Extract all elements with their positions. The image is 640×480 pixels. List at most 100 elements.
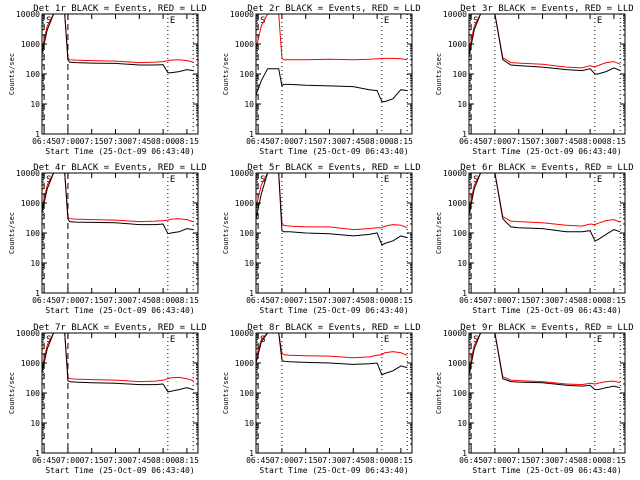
x-tick-label: 07:15 (507, 296, 531, 305)
marker-label-s: S (473, 175, 478, 185)
y-axis-label: Counts/sec (222, 212, 230, 254)
x-tick-label: 08:00 (365, 296, 389, 305)
y-tick-label: 1000 (448, 199, 467, 208)
x-tick-label: 06:45 (246, 137, 270, 146)
x-axis-label: Start Time (25-Oct-09 06:43:40) (45, 306, 194, 315)
marker-label-s: S (473, 335, 478, 345)
y-axis-label: Counts/sec (8, 53, 16, 95)
y-axis-label: Counts/sec (222, 372, 230, 414)
x-tick-label: 06:45 (459, 137, 483, 146)
x-tick-label: 08:00 (578, 137, 602, 146)
x-tick-label: 08:00 (151, 296, 175, 305)
y-tick-label: 10 (457, 259, 467, 268)
x-tick-label: 07:30 (103, 296, 127, 305)
x-tick-label: 07:30 (530, 137, 554, 146)
y-tick-label: 10 (457, 100, 467, 109)
y-tick-label: 100 (453, 389, 468, 398)
plot-frame (468, 332, 626, 454)
marker-label-e: E (597, 335, 602, 345)
y-tick-label: 1000 (448, 359, 467, 368)
x-tick-label: 08:15 (389, 456, 413, 465)
x-tick-label: 07:30 (530, 456, 554, 465)
marker-label-s: S (473, 16, 478, 26)
x-tick-label: 07:45 (127, 296, 151, 305)
marker-label-s: S (46, 16, 51, 26)
x-axis-label: Start Time (25-Oct-09 06:43:40) (45, 147, 194, 156)
y-tick-label: 1000 (448, 40, 467, 49)
y-tick-label: 100 (453, 229, 468, 238)
x-tick-label: 08:15 (602, 296, 626, 305)
y-tick-label: 1000 (21, 359, 40, 368)
detector-panel-7: S E 1 10 100 1000 10000 06:45 07:00 07:15 07:30 07:… (8, 323, 207, 475)
x-tick-label: 07:30 (530, 296, 554, 305)
x-axis-label: Start Time (25-Oct-09 06:43:40) (472, 147, 621, 156)
y-tick-label: 10 (30, 259, 40, 268)
plot-frame (255, 332, 413, 454)
detector-panel-3: S E 1 10 100 1000 10000 06:45 07:00 07:15 07:30 07:… (435, 4, 634, 156)
x-tick-label: 07:00 (56, 456, 80, 465)
x-tick-label: 07:45 (127, 137, 151, 146)
y-tick-label: 1000 (235, 199, 254, 208)
y-tick-label: 1000 (235, 40, 254, 49)
panel-title: Det 6r BLACK = Events, RED = LLD (460, 163, 633, 173)
x-tick-label: 07:00 (483, 296, 507, 305)
y-tick-label: 100 (240, 70, 255, 79)
panel-title: Det 8r BLACK = Events, RED = LLD (247, 323, 420, 333)
x-tick-label: 07:30 (317, 296, 341, 305)
x-tick-label: 07:15 (294, 296, 318, 305)
detector-panel-5: S E 1 10 100 1000 10000 06:45 07:00 07:15 07:30 07:… (222, 163, 421, 315)
x-axis-label: Start Time (25-Oct-09 06:43:40) (472, 466, 621, 475)
y-tick-label: 100 (240, 229, 255, 238)
x-tick-label: 08:00 (365, 456, 389, 465)
y-tick-label: 10 (244, 100, 254, 109)
x-axis-label: Start Time (25-Oct-09 06:43:40) (472, 306, 621, 315)
panel-title: Det 4r BLACK = Events, RED = LLD (33, 163, 206, 173)
x-tick-label: 07:45 (341, 137, 365, 146)
detector-panel-1: S E 1 10 100 1000 10000 06:45 07:00 07:15 07:30 07:… (8, 4, 207, 156)
plot-frame (41, 13, 199, 135)
x-tick-label: 07:15 (80, 296, 104, 305)
x-tick-label: 07:45 (341, 456, 365, 465)
y-tick-label: 100 (26, 229, 41, 238)
plot-frame (41, 172, 199, 294)
marker-label-s: S (260, 16, 265, 26)
x-tick-label: 07:00 (270, 456, 294, 465)
y-tick-label: 10000 (230, 169, 254, 178)
x-tick-label: 07:45 (127, 456, 151, 465)
x-tick-label: 06:45 (32, 296, 56, 305)
x-tick-label: 06:45 (459, 296, 483, 305)
x-axis-label: Start Time (25-Oct-09 06:43:40) (45, 466, 194, 475)
x-tick-label: 06:45 (459, 456, 483, 465)
x-tick-label: 07:00 (270, 296, 294, 305)
y-tick-label: 10000 (16, 10, 40, 19)
y-tick-label: 1 (462, 130, 467, 139)
plot-frame (41, 332, 199, 454)
x-axis-label: Start Time (25-Oct-09 06:43:40) (259, 466, 408, 475)
y-axis-label: Counts/sec (8, 372, 16, 414)
y-tick-label: 10000 (443, 329, 467, 338)
x-tick-label: 07:00 (483, 456, 507, 465)
x-tick-label: 08:15 (389, 137, 413, 146)
y-tick-label: 100 (453, 70, 468, 79)
y-axis-label: Counts/sec (8, 212, 16, 254)
y-axis-label: Counts/sec (435, 372, 443, 414)
plot-frame (468, 13, 626, 135)
y-tick-label: 100 (240, 389, 255, 398)
panel-title: Det 9r BLACK = Events, RED = LLD (460, 323, 633, 333)
panel-title: Det 3r BLACK = Events, RED = LLD (460, 4, 633, 14)
marker-label-e: E (597, 175, 602, 185)
x-tick-label: 06:45 (32, 137, 56, 146)
x-tick-label: 07:30 (103, 456, 127, 465)
x-tick-label: 08:00 (151, 137, 175, 146)
marker-label-e: E (384, 335, 389, 345)
marker-label-s: S (260, 175, 265, 185)
y-tick-label: 100 (26, 389, 41, 398)
y-axis-label: Counts/sec (435, 212, 443, 254)
y-tick-label: 1000 (235, 359, 254, 368)
y-tick-label: 10000 (443, 10, 467, 19)
detector-panel-2: S E 1 10 100 1000 10000 06:45 07:00 07:15 07:30 07:… (222, 4, 421, 156)
x-tick-label: 06:45 (246, 456, 270, 465)
x-tick-label: 06:45 (246, 296, 270, 305)
marker-label-e: E (170, 16, 175, 26)
